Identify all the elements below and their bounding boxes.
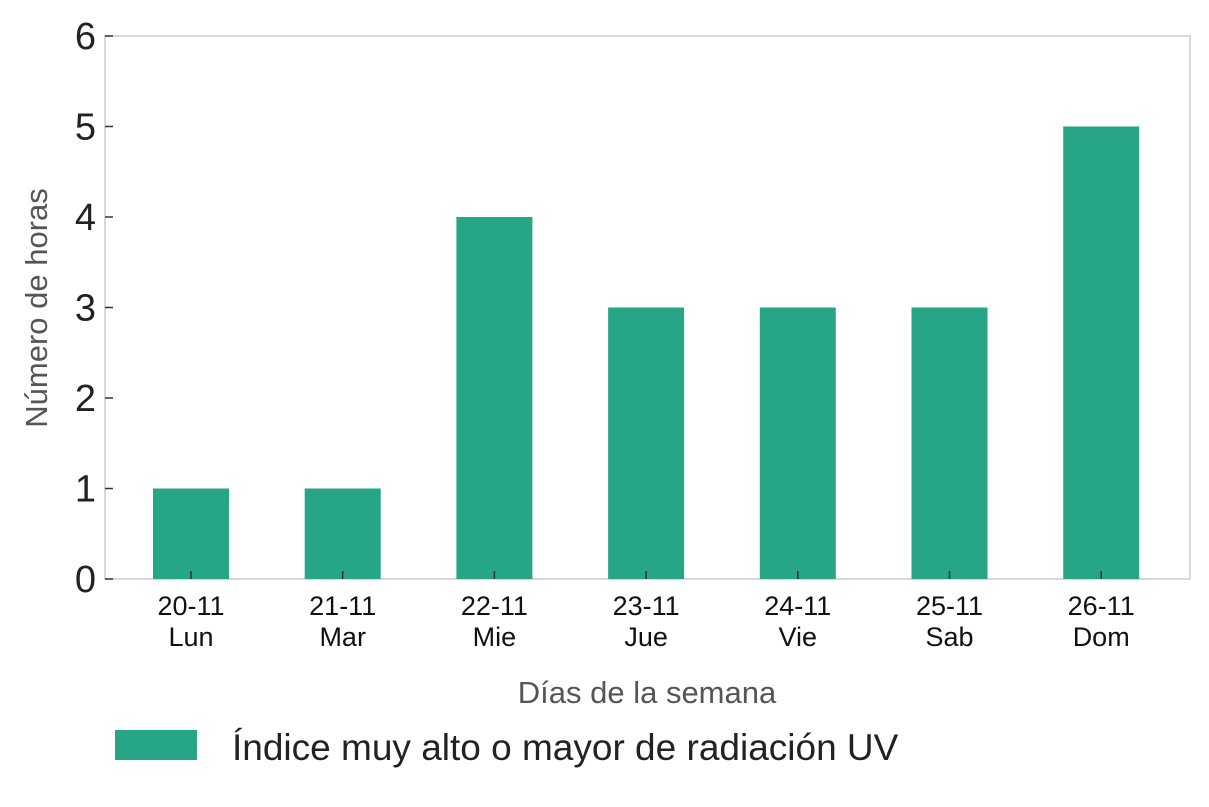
y-axis-label: Número de horas <box>19 188 54 428</box>
x-axis-label: Días de la semana <box>518 675 777 710</box>
x-tick-day: Sab <box>925 622 973 652</box>
x-tick-day: Jue <box>624 622 668 652</box>
x-tick-label: 26-11 Dom <box>1068 591 1135 652</box>
bars <box>153 126 1140 579</box>
x-tick-day: Vie <box>779 622 818 652</box>
y-tick-label: 3 <box>75 288 96 330</box>
y-tick-label: 6 <box>75 16 96 58</box>
bar-20-11 <box>153 488 229 579</box>
x-tick-date: 21-11 <box>309 591 376 621</box>
x-axis-ticks: 20-11 Lun 21-11 Mar 22-11 Mie 23-11 Jue 24-11 Vie… <box>157 571 1135 652</box>
bar-22-11 <box>456 217 533 579</box>
x-tick-date: 23-11 <box>613 591 680 621</box>
x-tick-date: 22-11 <box>461 591 528 621</box>
x-tick-label: 21-11 Mar <box>309 591 376 652</box>
y-tick-label: 4 <box>75 197 96 239</box>
legend-swatch <box>115 730 197 760</box>
y-tick-label: 0 <box>75 559 96 601</box>
x-tick-date: 24-11 <box>764 591 831 621</box>
legend-label: Índice muy alto o mayor de radiación UV <box>232 727 899 768</box>
y-tick-label: 1 <box>75 469 96 511</box>
x-tick-date: 20-11 <box>157 591 224 621</box>
y-tick-label: 5 <box>75 107 96 149</box>
x-tick-day: Lun <box>168 622 213 652</box>
bar-21-11 <box>304 488 381 579</box>
bar-25-11 <box>911 307 988 579</box>
y-axis-ticks: 0 1 2 3 4 5 6 <box>75 16 113 601</box>
x-tick-date: 25-11 <box>916 591 983 621</box>
x-tick-day: Dom <box>1073 622 1130 652</box>
bar-23-11 <box>608 307 685 579</box>
x-tick-date: 26-11 <box>1068 591 1135 621</box>
x-tick-label: 22-11 Mie <box>461 591 528 652</box>
x-tick-label: 20-11 Lun <box>157 591 224 652</box>
x-tick-label: 25-11 Sab <box>916 591 983 652</box>
x-tick-day: Mie <box>473 622 517 652</box>
bar-26-11 <box>1063 126 1140 579</box>
y-tick-label: 2 <box>75 378 96 420</box>
x-tick-label: 24-11 Vie <box>764 591 831 652</box>
x-tick-day: Mar <box>319 622 366 652</box>
x-tick-label: 23-11 Jue <box>613 591 680 652</box>
legend: Índice muy alto o mayor de radiación UV <box>115 727 899 768</box>
bar-24-11 <box>759 307 836 579</box>
